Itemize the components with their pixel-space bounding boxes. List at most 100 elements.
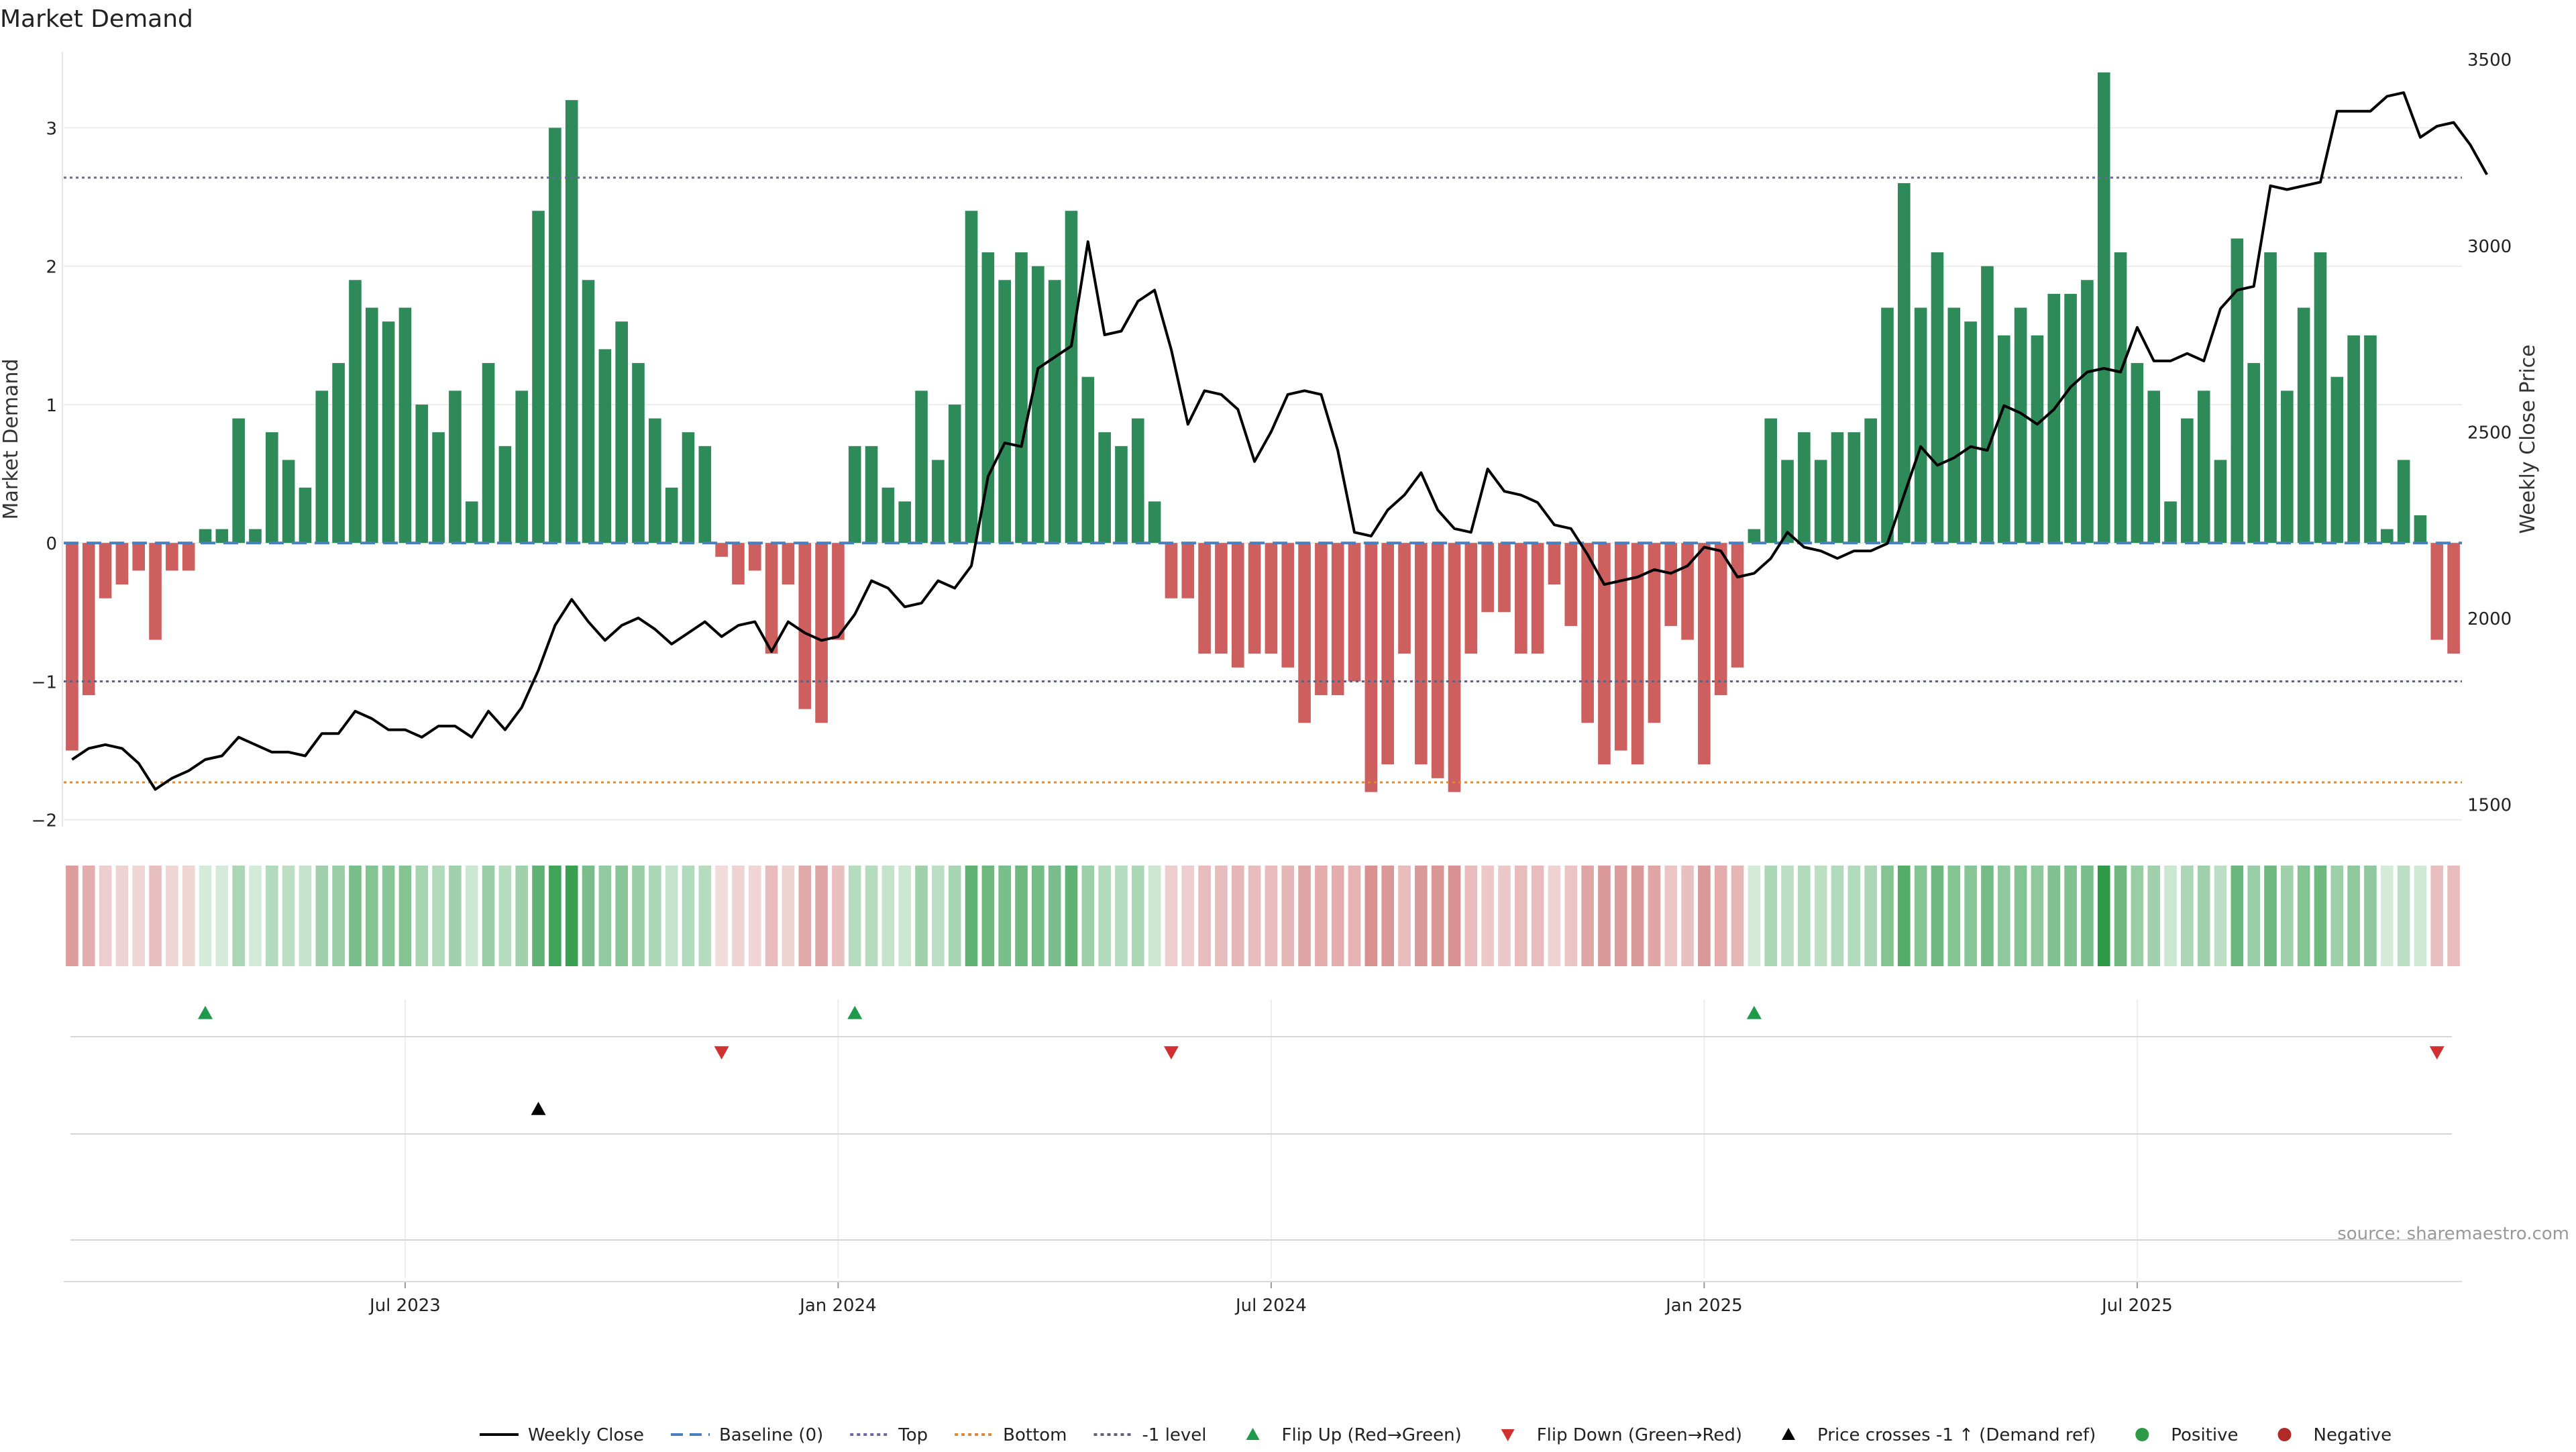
demand-bar [1614, 543, 1627, 751]
heat-cell [2397, 866, 2410, 966]
demand-bar [2347, 335, 2360, 543]
demand-bar [432, 432, 445, 543]
demand-bar [1931, 252, 1944, 543]
legend-item: Price crosses -1 ↑ (Demand ref) [1782, 1425, 2096, 1445]
demand-bar [1398, 543, 1411, 654]
x-tick-label: Jul 2025 [2100, 1296, 2173, 1316]
chart-title: Market Demand [0, 5, 193, 33]
heat-cell [465, 866, 478, 966]
heat-cell [2081, 866, 2094, 966]
y2-tick-label: 2000 [2467, 609, 2512, 629]
legend-item: Top [850, 1425, 928, 1445]
demand-bar [332, 363, 345, 543]
demand-bar [1598, 543, 1611, 765]
demand-bar [848, 446, 861, 543]
heat-cell [1015, 866, 1028, 966]
heat-cell [1415, 866, 1428, 966]
heat-cell [2131, 866, 2144, 966]
heat-cell [1548, 866, 1561, 966]
demand-bar [682, 432, 695, 543]
heat-cell [2414, 866, 2427, 966]
flip-up-marker [1746, 1006, 1762, 1019]
demand-bar [282, 460, 295, 543]
heat-cell [1947, 866, 1961, 966]
demand-bar [1115, 446, 1128, 543]
demand-bar [182, 543, 195, 571]
demand-bar [915, 391, 928, 543]
demand-bar [649, 418, 661, 543]
heat-cell [1798, 866, 1811, 966]
demand-bar [2297, 307, 2310, 543]
grid-layer [64, 127, 2462, 1278]
price-line-layer [71, 91, 2488, 791]
demand-bar [798, 543, 812, 709]
y-tick-label: 2 [46, 258, 57, 278]
heat-cell [1564, 866, 1578, 966]
legend-label: Negative [2314, 1425, 2392, 1445]
heat-cell [932, 866, 945, 966]
legend-label: Baseline (0) [719, 1425, 823, 1445]
heat-cell [1681, 866, 1694, 966]
demand-bar [2264, 252, 2277, 543]
demand-bar [1431, 543, 1444, 778]
demand-bar [1964, 321, 1977, 543]
legend-item: Bottom [955, 1425, 1067, 1445]
legend-label: Flip Down (Green→Red) [1537, 1425, 1742, 1445]
demand-bar [2114, 252, 2127, 543]
demand-bar [249, 529, 262, 543]
y-axis-label: Market Demand [0, 359, 23, 520]
demand-bar [1364, 543, 1378, 792]
heat-cell [82, 866, 95, 966]
demand-bar [1898, 183, 1911, 543]
demand-bar [1531, 543, 1544, 654]
demand-bar [1798, 432, 1811, 543]
demand-bar [132, 543, 146, 571]
demand-bar [2181, 418, 2194, 543]
heat-cell [332, 866, 345, 966]
heat-cell [382, 866, 395, 966]
demand-bar [1914, 307, 1927, 543]
demand-bar [881, 487, 895, 543]
heat-cell [1231, 866, 1244, 966]
signal-markers [198, 1006, 2445, 1115]
demand-bar [1148, 501, 1161, 543]
heat-cell [532, 866, 545, 966]
heat-cell [1165, 866, 1178, 966]
demand-bar [1814, 460, 1827, 543]
legend-swatch-dot [2277, 1428, 2292, 1441]
demand-bar [532, 211, 545, 543]
heat-cell [1098, 866, 1111, 966]
heat-cell [2231, 866, 2244, 966]
legend-item: Negative [2277, 1425, 2392, 1445]
demand-bar [66, 543, 78, 751]
heat-cell [2247, 866, 2260, 966]
heat-cell [482, 866, 495, 966]
heat-cell [549, 866, 561, 966]
demand-bar [1881, 307, 1894, 543]
heat-cell [981, 866, 995, 966]
heat-cell [798, 866, 812, 966]
heat-cell [415, 866, 429, 966]
demand-bar [782, 543, 795, 585]
heat-cell [1265, 866, 1278, 966]
price-cross-marker [531, 1102, 546, 1115]
legend-label: Positive [2171, 1425, 2238, 1445]
x-tick-label: Jan 2024 [798, 1296, 877, 1316]
flip-down-marker [2429, 1046, 2445, 1059]
legend-item: -1 level [1093, 1425, 1207, 1445]
heat-cell [166, 866, 178, 966]
heat-cell [615, 866, 628, 966]
legend-item: Flip Down (Green→Red) [1501, 1425, 1742, 1445]
heat-cell [965, 866, 978, 966]
legend-label: Price crosses -1 ↑ (Demand ref) [1817, 1425, 2096, 1445]
heat-cell [1914, 866, 1927, 966]
demand-bar [2064, 293, 2077, 543]
demand-bar [732, 543, 745, 585]
heat-cell [748, 866, 761, 966]
legend-item: Positive [2135, 1425, 2239, 1445]
heat-cell [365, 866, 378, 966]
demand-bar [1048, 280, 1061, 543]
heat-cell [1964, 866, 1977, 966]
demand-bar [748, 543, 761, 571]
demand-bar [632, 363, 645, 543]
